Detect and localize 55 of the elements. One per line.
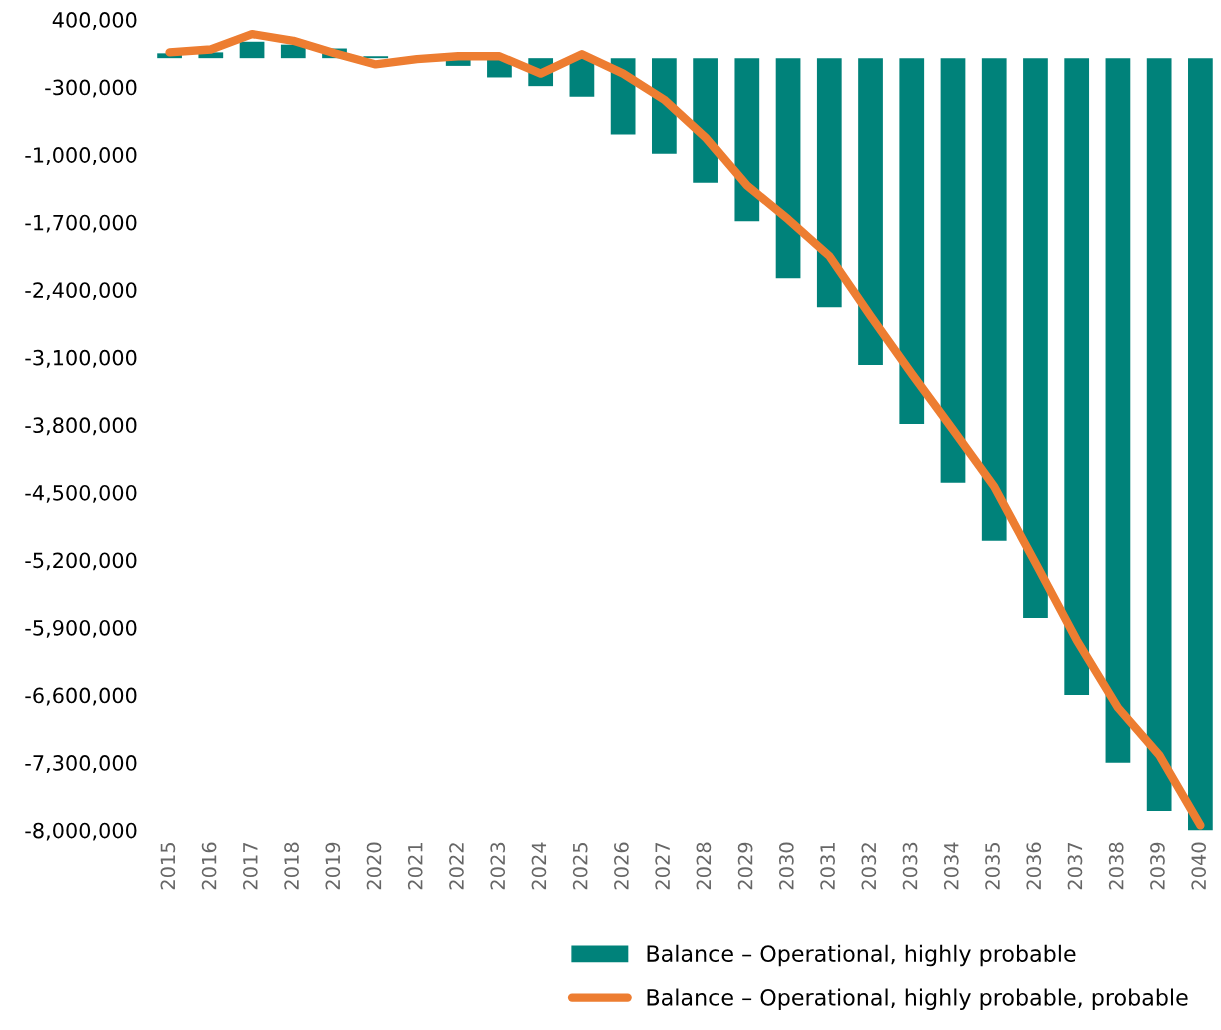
x-tick-label: 2015: [160, 842, 176, 890]
y-tick-label: -6,600,000: [25, 687, 137, 706]
x-tick-label: 2032: [861, 843, 877, 890]
x-tick-label: 2035: [985, 842, 1000, 890]
legend-label: Balance – Operational, highly probable, probable: [647, 988, 1188, 1010]
x-tick-label: 2016: [201, 842, 217, 890]
bar: [858, 58, 883, 366]
bar: [775, 58, 801, 279]
bar: [899, 58, 925, 424]
bar: [1188, 58, 1213, 831]
y-tick-label: -3,800,000: [25, 417, 137, 436]
x-tick-label: 2025: [572, 842, 588, 890]
x-tick-label: 2024: [531, 842, 547, 890]
x-tick-label: 2028: [696, 842, 712, 890]
x-tick-label: 2040: [1191, 842, 1207, 890]
bar: [816, 58, 842, 308]
y-tick-label: -5,900,000: [25, 619, 137, 638]
bar: [734, 58, 760, 222]
bar: [693, 58, 718, 183]
x-tick-label: 2023: [490, 842, 506, 890]
y-tick-label: -300,000: [45, 79, 137, 98]
bar: [1023, 58, 1048, 618]
y-tick-label: -1,000,000: [25, 147, 137, 166]
bar: [1146, 58, 1172, 811]
x-tick-label: 2018: [284, 842, 299, 890]
x-tick-label: 2017: [242, 842, 258, 890]
x-tick-label: 2030: [779, 842, 794, 890]
y-tick-label: -8,000,000: [25, 822, 137, 841]
x-tick-label: 2019: [325, 842, 341, 890]
bar: [940, 58, 966, 483]
x-tick-label: 2022: [449, 843, 464, 890]
x-tick-label: 2033: [902, 842, 918, 890]
x-tick-label: 2039: [1150, 842, 1165, 890]
y-tick-label: -5,200,000: [25, 552, 137, 571]
y-tick-label: -1,700,000: [25, 214, 137, 233]
x-tick-label: 2027: [655, 842, 671, 890]
x-tick-label: 2037: [1067, 842, 1083, 890]
y-tick-label: -3,100,000: [25, 349, 137, 368]
x-tick-label: 2034: [943, 842, 959, 890]
y-tick-label: -2,400,000: [25, 282, 137, 301]
x-tick-label: 2020: [366, 842, 382, 890]
bar: [1105, 58, 1131, 763]
bar: [239, 41, 265, 59]
x-tick-label: 2036: [1026, 842, 1042, 890]
x-tick-label: 2038: [1108, 842, 1124, 890]
bar: [981, 58, 1007, 541]
x-tick-label: 2029: [737, 842, 753, 890]
x-tick-label: 2021: [407, 843, 423, 890]
legend-label: Balance – Operational, highly probable: [647, 944, 1076, 967]
y-tick-label: -7,300,000: [25, 755, 137, 773]
x-tick-label: 2026: [614, 842, 629, 890]
bar: [1064, 58, 1090, 696]
x-tick-label: 2031: [820, 843, 835, 890]
y-tick-label: -4,500,000: [25, 484, 137, 503]
y-tick-label: 400,000: [52, 12, 137, 30]
